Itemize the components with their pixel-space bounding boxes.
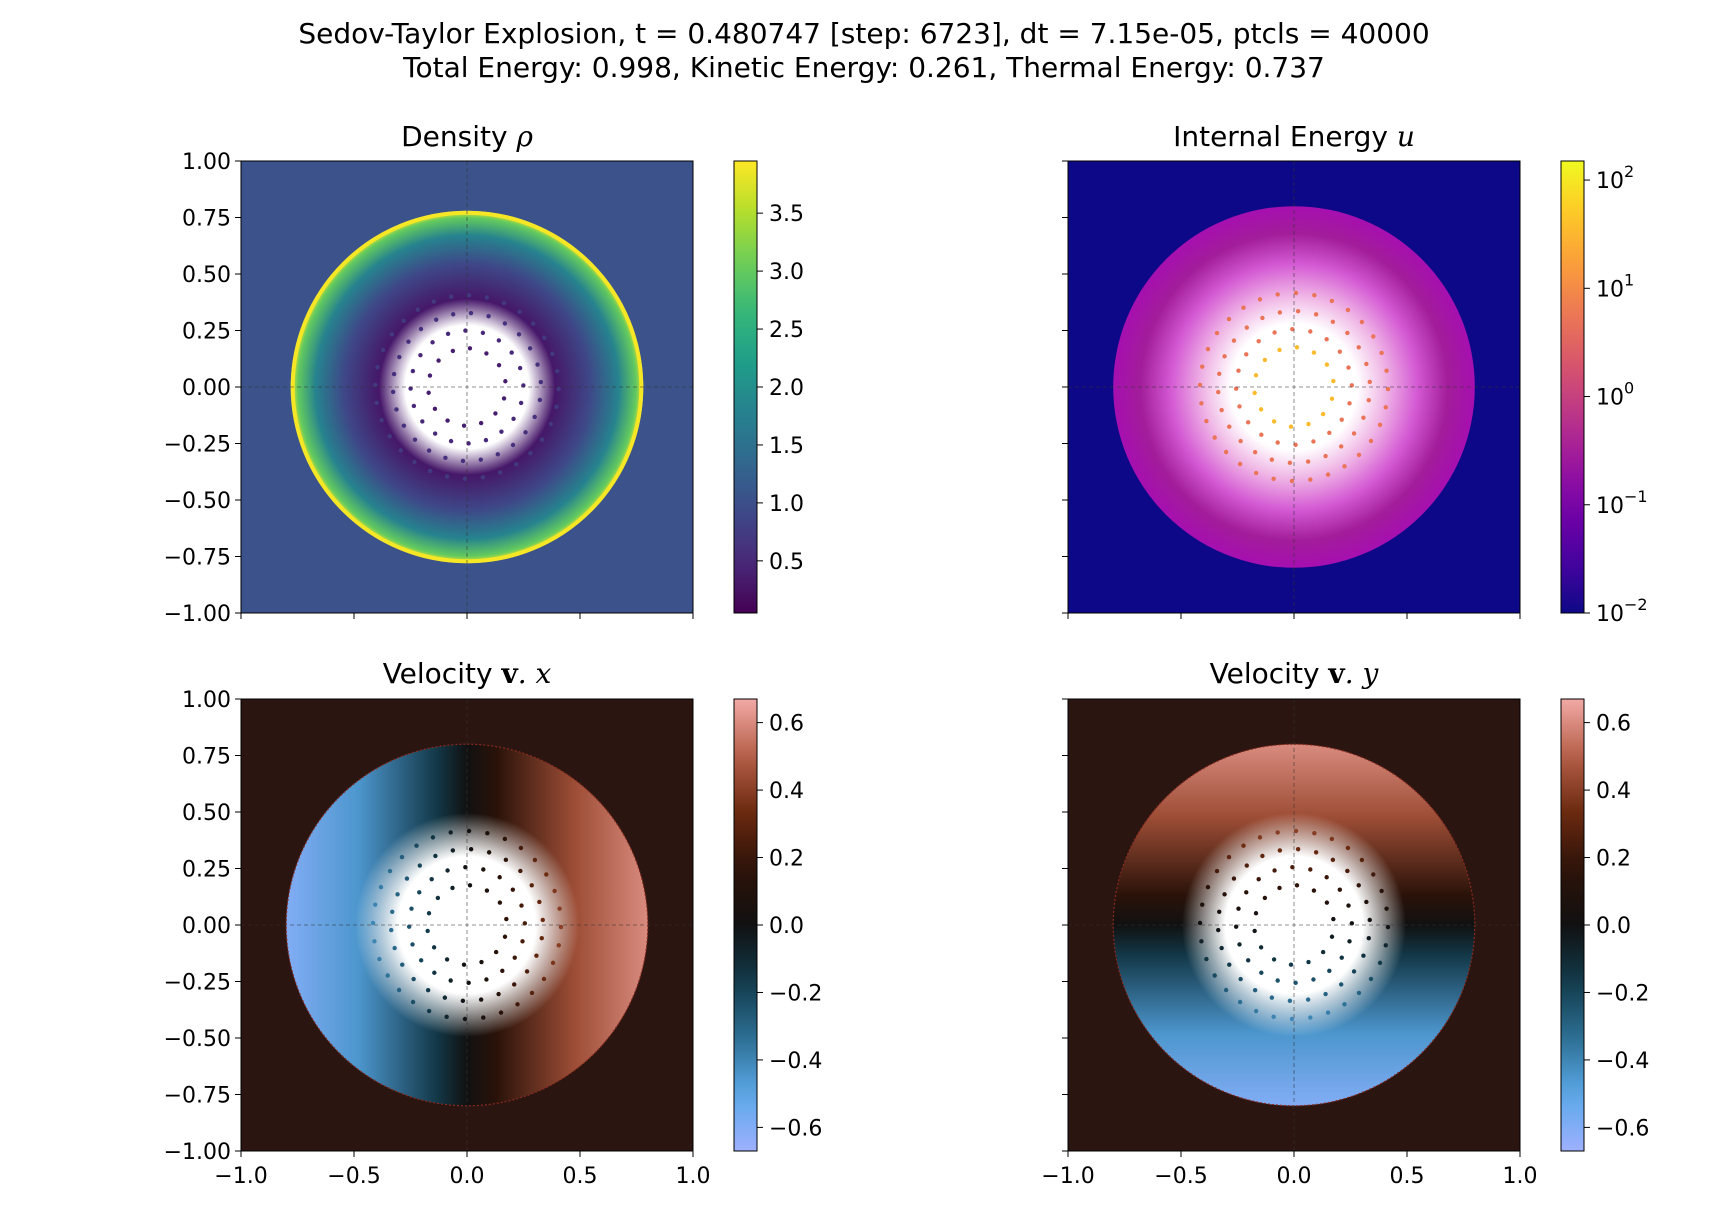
density-panel-title: Density ρ [241,121,693,153]
velocity-x-ytick-label: −0.25 [164,971,231,996]
velocity-x-title-comp: . x [517,657,552,690]
velocity-x-colorbar-label: 0.4 [769,779,804,804]
velocity-y-colorbar-label: 0.2 [1596,847,1631,872]
velocity-y-colorbar-label: 0.4 [1596,779,1631,804]
internal-energy-plot-area [1068,161,1520,613]
velocity-y-xtick-label: 0.0 [1277,1164,1312,1189]
velocity-x-colorbar-label: −0.6 [769,1116,822,1141]
velocity-x-core-particles [370,828,564,1022]
velocity-y-colorbar-label: −0.4 [1596,1049,1649,1074]
velocity-y-colorbar-label: −0.6 [1596,1116,1649,1141]
internal-energy-colorbar-label: 100 [1596,379,1634,411]
density-colorbar [733,160,758,614]
velocity-y-colorbar-label: −0.2 [1596,981,1649,1006]
density-ytick-label: 1.00 [182,150,231,175]
internal-energy-core-particles [1197,290,1391,484]
velocity-y-xtick-label: −1.0 [1041,1164,1094,1189]
velocity-x-panel-title: Velocity v. x [241,658,693,690]
density-ytick-label: 0.00 [182,376,231,401]
density-colorbar-label: 2.5 [769,318,804,343]
density-colorbar-label: 2.0 [769,376,804,401]
velocity-x-colorbar-label: −0.2 [769,981,822,1006]
density-title-symbol: ρ [516,120,533,153]
internal-energy-colorbar-label: 10−2 [1596,595,1648,627]
energy-title-symbol: u [1396,120,1415,153]
velocity-y-core-particles [1197,828,1391,1022]
density-colorbar-label: 3.5 [769,202,804,227]
velocity-y-plot-area [1068,699,1520,1151]
velocity-x-ytick-label: 1.00 [182,688,231,713]
velocity-x-colorbar-label: −0.4 [769,1049,822,1074]
velocity-x-ytick-label: −0.75 [164,1084,231,1109]
velocity-x-xtick-label: 1.0 [676,1164,711,1189]
figure-suptitle-line2: Total Energy: 0.998, Kinetic Energy: 0.2… [403,51,1325,84]
figure-suptitle-line1: Sedov-Taylor Explosion, t = 0.480747 [st… [298,17,1430,50]
velocity-x-ytick-label: 0.50 [182,801,231,826]
velocity-x-colorbar [733,698,758,1152]
velocity-x-ytick-label: 0.25 [182,858,231,883]
velocity-y-colorbar-label: 0.6 [1596,712,1631,737]
velocity-y-title-vec: v [1328,657,1345,690]
velocity-y-panel-title: Velocity v. y [1068,658,1520,690]
velocity-x-ytick-label: −1.00 [164,1140,231,1165]
velocity-y-xtick-label: −0.5 [1154,1164,1207,1189]
density-ytick-label: −1.00 [164,602,231,627]
velocity-x-xtick-label: 0.5 [563,1164,598,1189]
velocity-x-xtick-label: −1.0 [214,1164,267,1189]
density-ytick-label: −0.75 [164,546,231,571]
density-ytick-label: 0.75 [182,207,231,232]
internal-energy-colorbar-label: 10−1 [1596,487,1648,519]
velocity-x-colorbar-label: 0.6 [769,712,804,737]
velocity-x-xtick-label: −0.5 [327,1164,380,1189]
velocity-y-title-comp: . y [1344,657,1379,690]
velocity-y-colorbar-label: 0.0 [1596,914,1631,939]
velocity-x-colorbar-label: 0.2 [769,847,804,872]
velocity-x-title-text: Velocity [382,657,493,690]
internal-energy-colorbar-label: 102 [1596,162,1634,194]
velocity-x-title-vec: v [501,657,518,690]
density-ytick-label: −0.50 [164,489,231,514]
density-colorbar-label: 0.5 [769,550,804,575]
density-core-particles [373,293,561,481]
velocity-x-colorbar-label: 0.0 [769,914,804,939]
velocity-y-xtick-label: 0.5 [1390,1164,1425,1189]
velocity-x-plot-area [241,699,693,1151]
velocity-y-colorbar [1560,698,1585,1152]
velocity-y-title-text: Velocity [1209,657,1320,690]
velocity-x-ytick-label: 0.75 [182,745,231,770]
velocity-x-xtick-label: 0.0 [450,1164,485,1189]
density-ytick-label: 0.50 [182,263,231,288]
density-colorbar-label: 3.0 [769,260,804,285]
density-plot-area [241,161,693,613]
density-colorbar-label: 1.0 [769,492,804,517]
velocity-x-ytick-label: 0.00 [182,914,231,939]
density-ytick-label: 0.25 [182,320,231,345]
internal-energy-colorbar-label: 101 [1596,270,1634,302]
energy-panel-title: Internal Energy u [1068,121,1520,153]
energy-title-text: Internal Energy [1173,120,1388,153]
density-title-text: Density [401,120,508,153]
velocity-x-ytick-label: −0.50 [164,1027,231,1052]
density-colorbar-label: 1.5 [769,434,804,459]
velocity-y-xtick-label: 1.0 [1503,1164,1538,1189]
density-ytick-label: −0.25 [164,433,231,458]
internal-energy-colorbar [1560,160,1585,614]
